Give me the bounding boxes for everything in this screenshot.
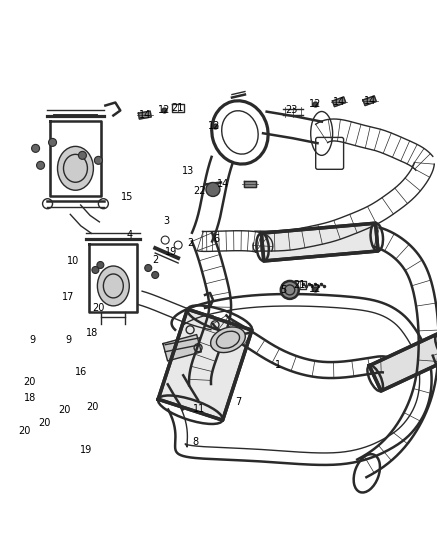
Text: 12: 12 — [158, 105, 171, 115]
Polygon shape — [158, 309, 252, 420]
Ellipse shape — [78, 151, 86, 159]
Text: 3: 3 — [163, 216, 170, 227]
Text: 19: 19 — [80, 445, 92, 455]
Ellipse shape — [206, 182, 220, 197]
Text: 15: 15 — [121, 192, 134, 203]
Text: 20: 20 — [86, 402, 99, 413]
Ellipse shape — [145, 264, 152, 271]
Ellipse shape — [32, 144, 39, 152]
Text: 20: 20 — [18, 426, 31, 436]
Ellipse shape — [97, 262, 104, 269]
Text: 8: 8 — [192, 437, 198, 447]
Polygon shape — [261, 223, 378, 261]
Text: 6: 6 — [214, 234, 220, 244]
Text: 17: 17 — [62, 292, 74, 302]
Text: 12: 12 — [309, 100, 321, 109]
Polygon shape — [163, 335, 201, 361]
Ellipse shape — [152, 271, 159, 278]
Text: 5: 5 — [280, 285, 287, 295]
Text: 4: 4 — [127, 230, 133, 240]
Ellipse shape — [281, 281, 299, 299]
Text: 14: 14 — [217, 179, 230, 189]
Text: 10: 10 — [67, 256, 79, 266]
Text: 7: 7 — [236, 397, 242, 407]
Ellipse shape — [97, 266, 129, 306]
Polygon shape — [244, 181, 256, 187]
Text: 20: 20 — [93, 303, 105, 313]
Ellipse shape — [57, 147, 93, 190]
Text: 19: 19 — [165, 247, 177, 256]
Text: 18: 18 — [24, 393, 36, 403]
Polygon shape — [363, 96, 376, 106]
Text: 23: 23 — [285, 105, 297, 115]
Ellipse shape — [37, 161, 45, 169]
Polygon shape — [369, 334, 438, 391]
Text: 14: 14 — [139, 110, 151, 120]
Text: 20: 20 — [38, 418, 50, 428]
Text: 11: 11 — [193, 404, 205, 414]
Text: 20: 20 — [58, 405, 70, 415]
Text: 20: 20 — [23, 377, 35, 387]
Ellipse shape — [49, 139, 57, 147]
Text: 18: 18 — [86, 328, 99, 338]
Text: 12: 12 — [309, 284, 321, 294]
Text: 2: 2 — [187, 238, 194, 248]
Text: 9: 9 — [29, 335, 35, 345]
Ellipse shape — [92, 266, 99, 273]
Text: 13: 13 — [182, 166, 194, 176]
Text: 14: 14 — [333, 97, 345, 107]
Text: 21: 21 — [293, 280, 306, 290]
Text: 12: 12 — [208, 120, 221, 131]
Text: 22: 22 — [193, 186, 205, 196]
Polygon shape — [332, 97, 346, 107]
Text: 21: 21 — [171, 103, 184, 113]
Text: 14: 14 — [364, 96, 376, 106]
Polygon shape — [138, 111, 151, 119]
Text: 1: 1 — [275, 360, 281, 370]
Text: 16: 16 — [75, 367, 88, 377]
Text: 2: 2 — [152, 255, 159, 265]
Ellipse shape — [211, 327, 245, 352]
Ellipse shape — [95, 156, 102, 164]
Text: 9: 9 — [65, 335, 71, 345]
